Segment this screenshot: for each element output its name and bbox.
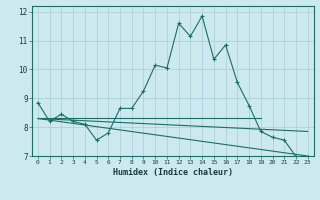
- X-axis label: Humidex (Indice chaleur): Humidex (Indice chaleur): [113, 168, 233, 177]
